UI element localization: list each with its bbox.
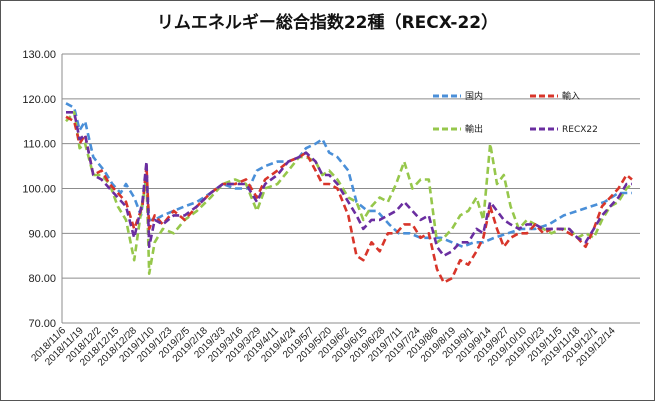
series-lines xyxy=(65,102,633,284)
series-line-2 xyxy=(65,111,633,276)
chart-title: リムエネルギー総合指数22種（RECX-22） xyxy=(156,13,499,33)
legend-label: 国内 xyxy=(465,90,483,102)
series-line-3 xyxy=(66,111,632,258)
gridlines xyxy=(61,53,640,324)
y-tick-label: 120.00 xyxy=(22,94,56,106)
y-axis-ticks: 70.00 80.00 90.00 100.00 110.00 120.00 130.00 xyxy=(22,49,56,330)
legend-label: 輸出 xyxy=(465,123,483,135)
y-tick-label: 130.00 xyxy=(22,49,56,61)
y-tick-label: 90.00 xyxy=(28,228,56,240)
legend-label: 輸入 xyxy=(562,90,580,102)
y-tick-label: 100.00 xyxy=(22,184,56,196)
y-tick-label: 70.00 xyxy=(28,318,56,330)
y-tick-label: 80.00 xyxy=(28,273,56,285)
legend-label: RECX22 xyxy=(562,125,598,135)
series-line-0 xyxy=(65,102,632,249)
x-axis-ticks: 2018/11/62018/11/192018/12/22018/12/1520… xyxy=(29,325,618,368)
y-tick-label: 110.00 xyxy=(23,139,56,151)
